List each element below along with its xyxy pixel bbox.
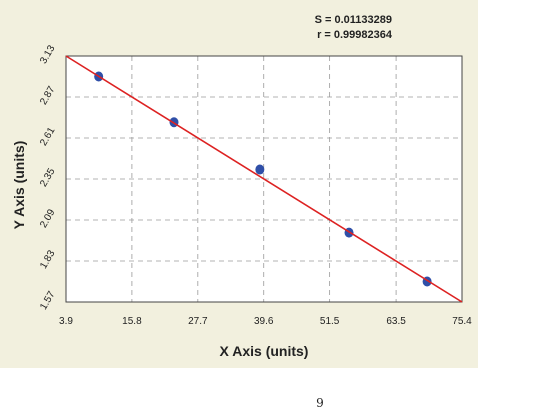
x-tick-label: 27.7 bbox=[188, 316, 208, 327]
x-tick-label: 51.5 bbox=[320, 316, 340, 327]
x-tick-label: 15.8 bbox=[122, 316, 142, 327]
plot-border bbox=[65, 55, 463, 303]
y-tick-label: 2.09 bbox=[38, 207, 57, 230]
y-tick-label: 1.57 bbox=[38, 289, 57, 312]
x-axis-label: X Axis (units) bbox=[220, 343, 309, 359]
stat-r-annotation: r = 0.99982364 bbox=[317, 29, 392, 41]
y-axis-label: Y Axis (units) bbox=[11, 141, 27, 230]
y-tick-label: 1.83 bbox=[38, 248, 57, 271]
x-tick-label: 75.4 bbox=[452, 316, 472, 327]
fit-line bbox=[65, 55, 463, 303]
chart-svg: 3.9 15.8 27.7 39.6 51.5 63.5 75.4 1.57 1.83 2.09 2… bbox=[11, 43, 472, 359]
x-tick-label: 3.9 bbox=[59, 316, 73, 327]
chart-panel: 3.9 15.8 27.7 39.6 51.5 63.5 75.4 1.57 1.83 2.09 2… bbox=[0, 0, 478, 368]
stat-s-annotation: S = 0.01133289 bbox=[314, 14, 392, 26]
y-tick-label: 2.87 bbox=[38, 84, 57, 107]
page-number: 9 bbox=[316, 396, 324, 410]
y-tick-label: 2.35 bbox=[38, 166, 57, 189]
y-tick-label: 3.13 bbox=[38, 43, 57, 66]
x-tick-label: 63.5 bbox=[386, 316, 406, 327]
y-tick-label: 2.61 bbox=[38, 125, 57, 148]
x-tick-label: 39.6 bbox=[254, 316, 274, 327]
data-point bbox=[255, 164, 265, 175]
